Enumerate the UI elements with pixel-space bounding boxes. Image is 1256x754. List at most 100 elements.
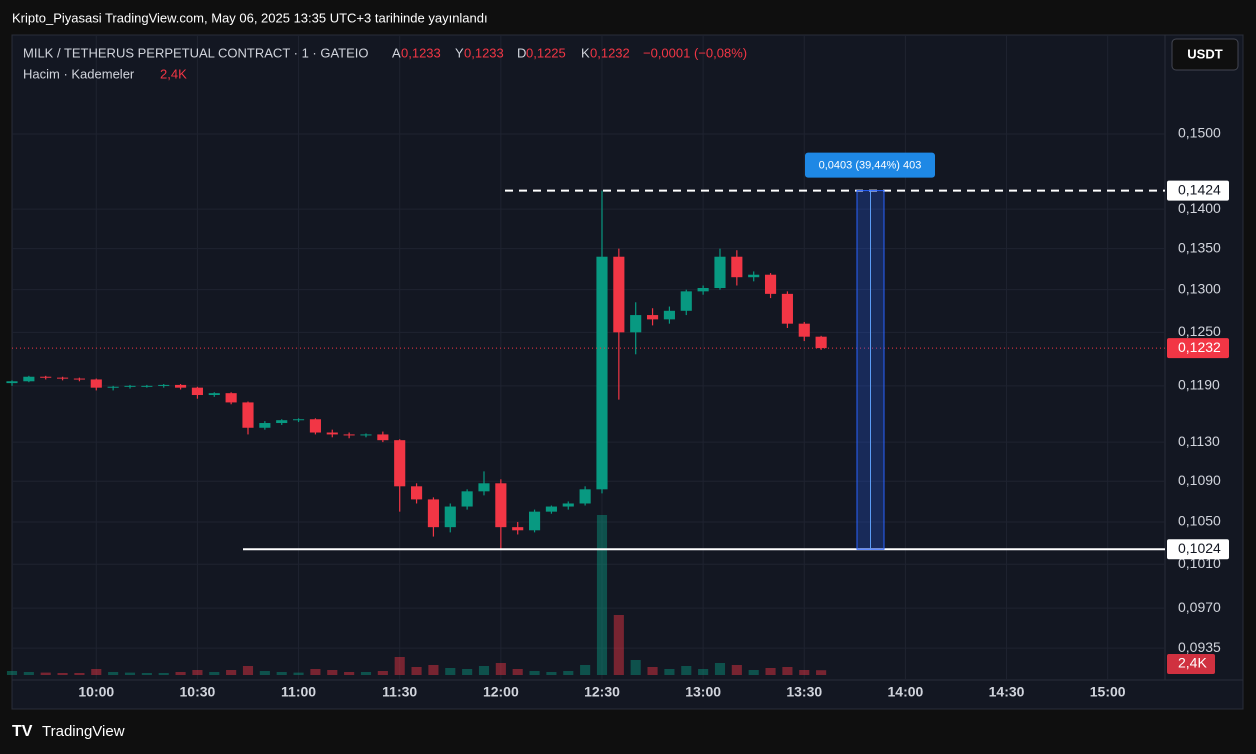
candle-body xyxy=(545,506,557,512)
candle-body xyxy=(680,291,692,311)
volume-bar xyxy=(6,671,18,675)
x-tick-label: 11:30 xyxy=(382,684,417,700)
y-tick-label: 0,1130 xyxy=(1178,433,1220,449)
volume-bar xyxy=(495,663,506,675)
y-tick-label: 0,1250 xyxy=(1178,323,1221,339)
candle-body xyxy=(478,483,490,492)
logo: TV TradingView xyxy=(12,723,125,740)
volume-bar xyxy=(529,671,540,675)
candle-body xyxy=(326,432,338,435)
candle-body xyxy=(293,419,305,421)
legend-value: 0,1225 xyxy=(526,45,566,60)
candle-body xyxy=(748,274,760,278)
y-tick-label: 0,1050 xyxy=(1178,513,1221,529)
candle-body xyxy=(764,274,777,294)
candle-body xyxy=(579,489,591,504)
candle-body xyxy=(394,440,406,487)
volume-bar xyxy=(580,665,591,675)
volume-bar xyxy=(40,672,51,675)
candle-body xyxy=(613,256,625,333)
candle-body xyxy=(815,336,827,349)
volume-bar xyxy=(714,663,726,675)
y-tick-label: 0,1090 xyxy=(1178,472,1221,488)
volume-bar xyxy=(462,669,473,675)
volume-bar xyxy=(242,666,254,675)
volume-bar xyxy=(57,673,68,675)
volume-bar xyxy=(74,673,85,675)
plot: 0,0403 (39,44%) 403 xyxy=(6,152,1165,675)
x-tick-label: 10:00 xyxy=(78,684,114,700)
volume-bar xyxy=(276,672,287,675)
volume-bar xyxy=(445,668,456,675)
candle-body xyxy=(225,393,237,403)
y-tick-label: 0,1300 xyxy=(1178,280,1221,296)
candle-body xyxy=(191,387,203,396)
measure-label: 0,0403 (39,44%) 403 xyxy=(819,159,922,171)
currency-button[interactable] xyxy=(1171,38,1239,71)
x-tick-label: 13:00 xyxy=(685,684,721,700)
legend-key: D xyxy=(517,45,526,60)
volume-bar xyxy=(782,667,793,675)
price-badge xyxy=(1167,338,1229,359)
candle-body xyxy=(124,385,136,387)
volume-bar xyxy=(816,670,827,675)
candle-body xyxy=(57,377,69,379)
candle-body xyxy=(646,315,659,320)
price-badge xyxy=(1167,539,1229,560)
candle-body xyxy=(444,506,456,528)
publish-title: Kripto_Piyasasi TradingView.com, May 06,… xyxy=(12,10,488,25)
candle-body xyxy=(410,486,423,500)
candle-body xyxy=(6,381,18,384)
volume-bar xyxy=(259,671,270,675)
volume-bar xyxy=(377,671,388,675)
price-badge-label: 0,1424 xyxy=(1178,181,1221,197)
x-tick-label: 11:00 xyxy=(281,684,316,700)
volume-bar xyxy=(647,667,658,675)
candle-body xyxy=(276,420,288,424)
candle-body xyxy=(377,434,389,441)
legend-key: Y xyxy=(455,45,464,60)
legend-value: 0,1232 xyxy=(590,45,630,60)
candle-body xyxy=(360,434,372,436)
candle-body xyxy=(23,376,35,382)
volume-bar xyxy=(765,668,776,675)
volume-badge xyxy=(1167,654,1215,674)
volume-bar xyxy=(411,667,422,675)
candle-body xyxy=(208,393,220,396)
currency[interactable]: USDT xyxy=(1187,46,1222,61)
legend-value: 0,1233 xyxy=(464,45,504,60)
logo-mark: TV xyxy=(12,723,33,740)
y-tick-label: 0,1400 xyxy=(1178,200,1221,216)
volume-bar xyxy=(748,670,759,675)
volume-bar xyxy=(226,670,237,675)
y-tick-label: 0,1190 xyxy=(1178,377,1220,393)
x-tick-label: 14:30 xyxy=(989,684,1025,700)
volume-bar xyxy=(799,670,810,675)
candle-body xyxy=(90,379,102,388)
volume-bar xyxy=(158,673,169,675)
symbol: MILK / TETHERUS PERPETUAL CONTRACT · 1 ·… xyxy=(23,45,369,60)
volume-bar xyxy=(310,669,321,675)
candle-body xyxy=(495,483,507,528)
candle-body xyxy=(562,503,574,507)
candle-body xyxy=(461,491,473,507)
ohlc-legend: A 0,1233 Y 0,1233 D 0,1225 K 0,1232 xyxy=(392,45,630,60)
measure-label-box xyxy=(805,152,935,178)
legend-key: K xyxy=(581,45,590,60)
volume-bar xyxy=(23,672,34,675)
candle-body xyxy=(242,402,254,428)
candle-body xyxy=(141,385,153,387)
volume-bar xyxy=(546,672,557,675)
candle-body xyxy=(158,384,170,386)
volume-bar xyxy=(563,671,574,675)
volume-bar xyxy=(209,672,220,675)
candle-body xyxy=(343,434,355,436)
volume-bar xyxy=(630,660,641,675)
volume-value: 2,4K xyxy=(160,66,187,81)
volume-bar xyxy=(512,669,523,675)
volume-bar xyxy=(428,665,439,675)
volume-title: Hacim · Kademeler xyxy=(23,66,135,81)
volume-bar xyxy=(175,672,186,675)
candle-body xyxy=(309,419,321,433)
volume-badge-label: 2,4K xyxy=(1178,655,1207,671)
